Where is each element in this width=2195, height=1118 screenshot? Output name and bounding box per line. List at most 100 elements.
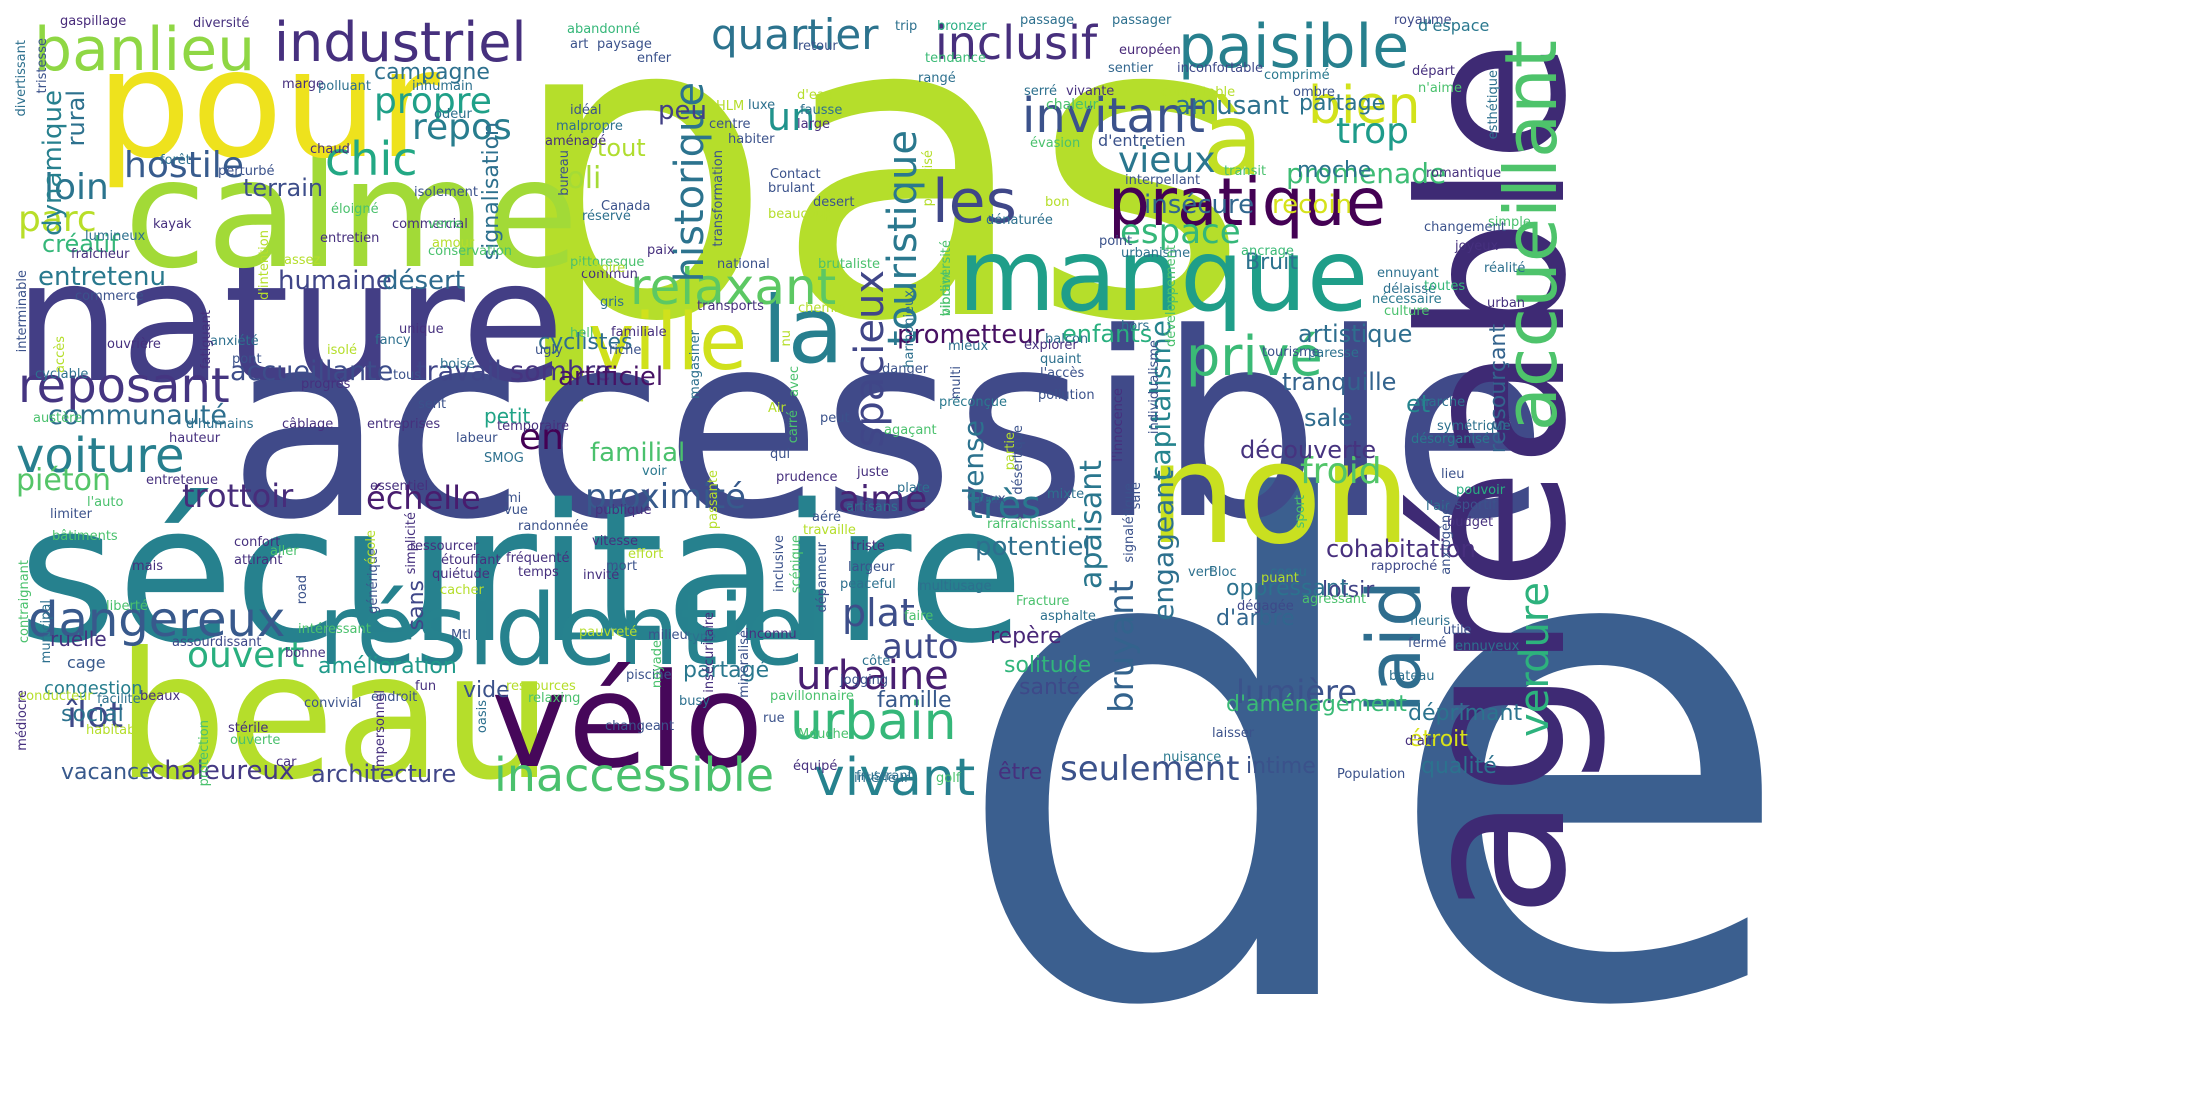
word: commercial: [392, 217, 468, 232]
word: conducteur: [19, 689, 93, 704]
word: apaisant: [1074, 460, 1109, 589]
word: intérieur: [854, 771, 910, 786]
word: développement: [1164, 245, 1179, 348]
word: amusant: [1175, 91, 1289, 121]
word: tendance: [925, 51, 986, 66]
word: européen: [1119, 43, 1181, 58]
word: contraignant: [17, 560, 32, 644]
word: pittoresque: [570, 255, 645, 270]
word: privatisé: [921, 150, 936, 207]
word: ennuyant: [1377, 266, 1439, 281]
word: pont: [232, 352, 262, 367]
word: anxiété: [210, 334, 259, 349]
word: aménagé: [545, 134, 607, 149]
word: hauteur: [169, 431, 221, 446]
word: reposant: [18, 358, 230, 414]
word: fleuris: [1410, 614, 1451, 629]
word: endroit: [371, 690, 418, 705]
word: hell: [570, 326, 594, 341]
word: divertissant: [14, 40, 29, 117]
word: intime: [1246, 754, 1316, 779]
word: isolement: [414, 185, 478, 200]
word: polluant: [318, 79, 371, 94]
word: bien: [1308, 76, 1421, 136]
word: joli: [558, 161, 602, 196]
word: pollution: [1038, 388, 1095, 403]
word: centre: [709, 117, 751, 132]
word: paisible: [1178, 12, 1410, 82]
word: budget: [1447, 515, 1494, 530]
word: trop: [1336, 111, 1410, 152]
word: famille: [877, 688, 952, 713]
word: anxiogènes: [1439, 500, 1454, 575]
word: invité: [583, 568, 620, 583]
word: Mtl: [451, 628, 471, 643]
word: paix: [647, 243, 675, 258]
word: voiture: [16, 428, 185, 484]
word: vieux: [1118, 140, 1216, 181]
word: partagé: [683, 658, 770, 683]
word: car: [276, 755, 297, 770]
word: perturbé: [218, 164, 275, 179]
word: étroit: [1409, 727, 1468, 752]
word: mieux: [948, 339, 989, 354]
word: SMOG: [484, 451, 524, 466]
word: jeux: [978, 492, 1006, 507]
word: malpropre: [556, 119, 623, 134]
word: triste: [851, 539, 885, 554]
word: découverte: [1240, 436, 1377, 464]
word: côte: [862, 654, 891, 669]
word: délaissé: [1383, 282, 1436, 297]
word: qualité: [1421, 754, 1497, 779]
word: multiusage: [919, 579, 992, 594]
word: utile: [1443, 623, 1472, 638]
word: convivial: [304, 696, 362, 711]
word: bon: [1045, 195, 1070, 210]
word: pratique: [1108, 164, 1387, 241]
word: tranquille: [1282, 368, 1397, 396]
word: Population: [1337, 767, 1406, 782]
word: solitude: [1004, 653, 1092, 678]
word: réservé: [582, 209, 631, 224]
word: travaille: [803, 523, 856, 538]
word: invitant: [1022, 88, 1205, 144]
word: passante: [706, 470, 721, 530]
word: trip: [895, 19, 918, 34]
word: préconçue: [939, 395, 1008, 410]
word: conservation: [428, 244, 513, 259]
word: relaxing: [528, 691, 581, 706]
word: sent: [418, 397, 447, 412]
word: habitable: [86, 723, 147, 738]
word: dépanneur: [815, 542, 830, 613]
word: travail: [416, 356, 502, 387]
word: paysage: [597, 37, 652, 52]
word: ruelle: [50, 627, 107, 651]
word: accès: [53, 336, 68, 374]
word: relaxant: [630, 258, 837, 316]
word: culture: [1384, 304, 1430, 319]
word: isolé: [327, 343, 357, 358]
word: vide: [463, 678, 510, 703]
word: entretien: [320, 231, 380, 246]
word: harmonieux: [902, 290, 917, 368]
word: sans: [404, 580, 429, 631]
word: transports: [697, 299, 764, 314]
word: progrès: [301, 377, 351, 392]
word: proximité: [585, 477, 746, 517]
word: d'entretien: [1098, 131, 1186, 150]
word: asphalte: [1040, 609, 1096, 624]
word: essentiel: [370, 479, 429, 494]
word: ennuyeux: [1455, 639, 1520, 654]
word: l'innocence: [1111, 388, 1126, 462]
word: sentier: [1108, 61, 1154, 76]
word: fréquenté: [506, 551, 570, 566]
word: plat: [842, 591, 915, 635]
word: ancrage: [1241, 244, 1294, 259]
word: changeant: [605, 719, 675, 734]
word: tout: [597, 134, 646, 162]
word: sport: [1293, 495, 1308, 529]
word: simplicité: [404, 512, 419, 575]
word: inclusive: [772, 535, 787, 592]
word: cyclistes: [538, 330, 633, 355]
word: protection: [197, 720, 212, 787]
